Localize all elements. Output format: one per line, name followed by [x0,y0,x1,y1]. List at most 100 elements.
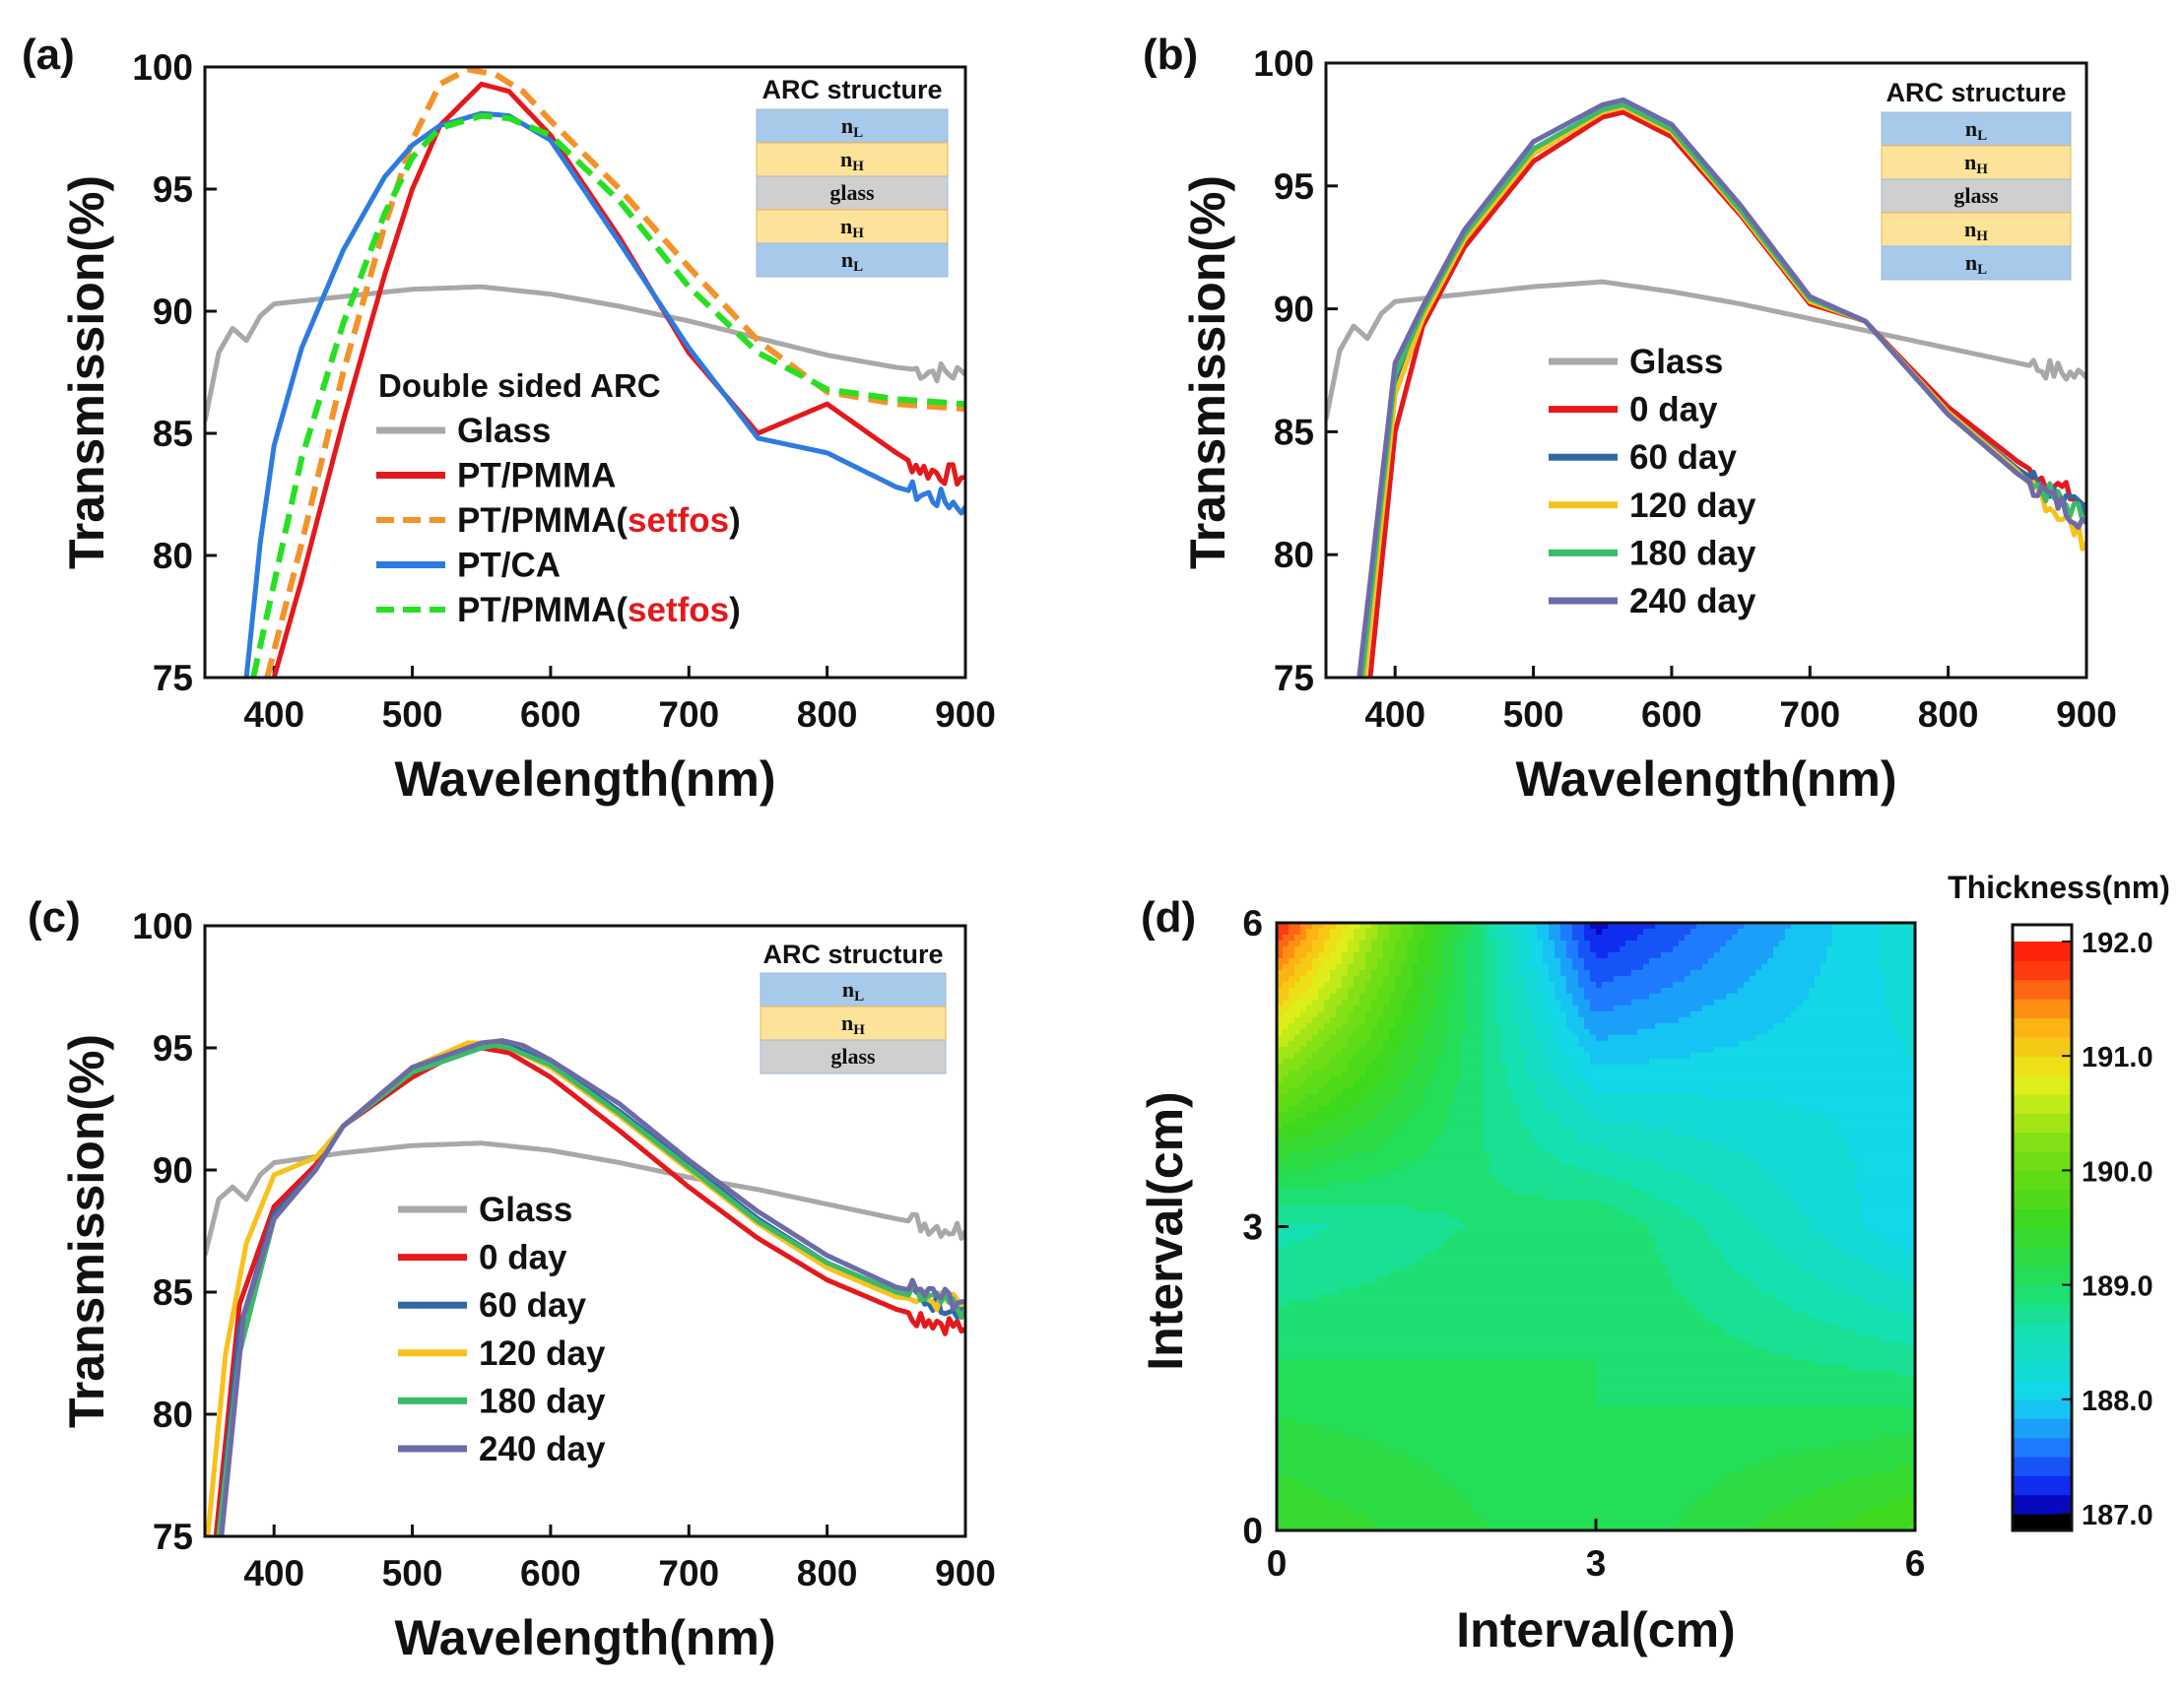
y-tick-label: 85 [153,1272,193,1313]
panel-d: (d) Interval(cm) Interval(cm) 0 3 6 0 3 6 Thi… [1138,870,2170,1657]
arc-layer-low [756,108,949,144]
arc-layer-high [1881,212,2072,247]
arc-layer-label: nH [840,147,864,174]
arc-layer-label: nH [1964,217,1988,244]
x-tick-label: 900 [935,1553,996,1593]
series-line-glass [205,1140,965,1257]
y-tick-label: 85 [153,414,193,454]
panel-b: (b) Transmission(%) Wavelength(nm) 400 50… [1143,31,2117,807]
panel-c-plot-frame [203,924,967,1538]
legend-label: Glass [457,412,551,450]
legend-label: 120 day [1629,487,1756,525]
colorbar-level [2013,1437,2072,1458]
x-tick-label: 900 [935,694,996,735]
colorbar-tick-label: 190.0 [2082,1156,2153,1188]
y-tick-label: 0 [1242,1511,1263,1551]
colorbar-level [2013,1341,2072,1362]
legend-label: PT/PMMA [457,457,616,495]
y-tick-label: 95 [153,1028,193,1069]
x-tick-label: 700 [1779,694,1840,735]
x-tick-label: 0 [1267,1543,1288,1584]
colorbar-level [2013,999,2072,1019]
y-tick-label: 75 [1274,658,1314,698]
legend-label: 0 day [479,1239,567,1277]
y-tick-label: 75 [153,658,193,698]
x-tick-label: 400 [243,1553,304,1593]
colorbar-level [2013,1132,2072,1152]
x-tick-label: 800 [797,1553,858,1593]
series-line-pt-pmma-setfos- [250,112,965,678]
legend-label: Glass [1629,343,1723,381]
panel-b-legend: Glass 0 day 60 day 120 day 180 day 240 day [1549,343,1756,620]
colorbar-level [2013,1266,2072,1286]
legend-label: 60 day [479,1286,586,1325]
arc-layer-glass [756,175,949,211]
colorbar-level [2013,1398,2072,1419]
x-tick-label: 900 [2056,694,2117,735]
colorbar-level [2013,1323,2072,1343]
panel-c-label: (c) [28,893,81,942]
y-tick-label: 75 [153,1517,193,1557]
colorbar-tick-label: 188.0 [2082,1386,2153,1417]
colorbar-level [2013,1246,2072,1267]
x-tick-label: 500 [382,1553,443,1593]
x-tick-label: 500 [382,694,443,735]
arc-structure-title: ARC structure [762,940,943,969]
panel-a: (a) Transmission(%) Wavelength(nm) 400 50… [22,31,996,807]
panel-b-xlabel: Wavelength(nm) [1515,751,1896,807]
colorbar-level [2013,1189,2072,1209]
panel-a-xlabel: Wavelength(nm) [394,751,775,807]
x-tick-label: 800 [797,694,858,735]
y-tick-label: 95 [1274,166,1314,207]
y-tick-label: 90 [153,1150,193,1191]
arc-layer-high [760,1006,947,1041]
x-tick-label: 400 [1364,694,1425,735]
colorbar-level [2013,1208,2072,1229]
colorbar-level [2013,1227,2072,1248]
y-tick-label: 90 [1274,290,1314,330]
arc-layer-glass [760,1039,947,1074]
panel-a-plot-frame [203,65,967,680]
arc-layer-label: nH [840,214,864,241]
colorbar-level [2013,1361,2072,1382]
y-tick-label: 3 [1242,1207,1263,1248]
colorbar: Thickness(nm) 187.0 188.0 189.0 190.0 191.0 1… [1948,870,2170,1532]
colorbar-level [2013,960,2072,981]
panel-c-ticks: 400 500 600 700 800 900 75 80 85 90 95 100 [132,906,996,1593]
y-tick-label: 80 [153,536,193,576]
x-tick-label: 6 [1905,1543,1926,1584]
arc-layer-low [1881,245,2072,281]
series-line-240-day [219,1038,965,1536]
colorbar-tick-label: 189.0 [2082,1271,2153,1303]
x-tick-label: 700 [658,694,719,735]
legend-label: Glass [479,1191,572,1229]
panel-d-ylabel: Interval(cm) [1138,1091,1193,1370]
panel-b-series [1326,97,2086,678]
legend-label: 180 day [1629,534,1756,572]
x-tick-label: 500 [1503,694,1564,735]
legend-label: PT/CA [457,547,561,585]
colorbar-frame [2011,923,2074,1532]
legend-label: 60 day [1629,438,1737,477]
x-tick-label: 800 [1918,694,1979,735]
panel-d-ticks: 0 3 6 0 3 6 [1242,903,1925,1584]
series-line-glass [1326,279,2086,421]
colorbar-level [2013,979,2072,1000]
colorbar-tick-label: 192.0 [2082,928,2153,959]
x-tick-label: 600 [520,694,581,735]
y-tick-label: 80 [153,1395,193,1435]
panel-c-legend: Glass 0 day 60 day 120 day 180 day 240 day [398,1191,606,1468]
panel-a-series [205,67,965,678]
x-tick-label: 400 [243,694,304,735]
colorbar-level [2013,1151,2072,1171]
colorbar-level [2013,1494,2072,1515]
arc-layer-low [756,242,949,278]
panel-d-xlabel: Interval(cm) [1456,1602,1735,1657]
colorbar-level [2013,1284,2072,1305]
series-line-pt-ca [243,110,965,678]
legend-label: 240 day [1629,582,1756,620]
y-tick-label: 90 [153,292,193,332]
legend-label: 0 day [1629,391,1718,429]
